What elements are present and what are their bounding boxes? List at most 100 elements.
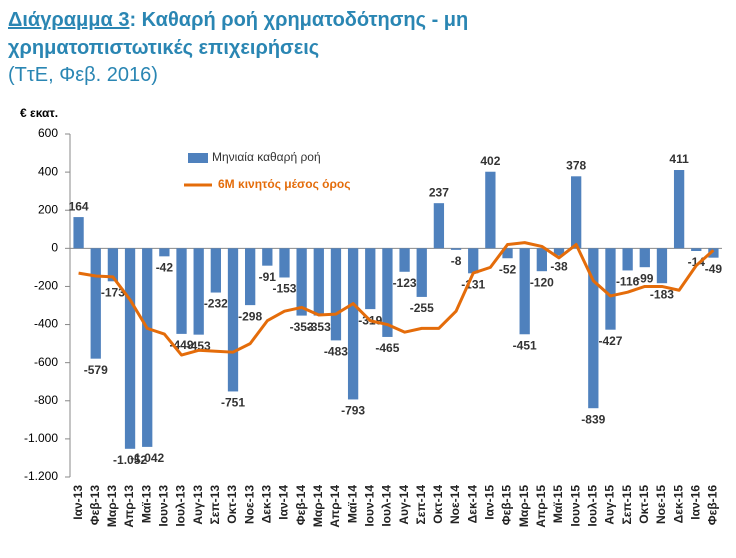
bar [399,248,410,272]
bar [450,248,462,250]
data-label: -42 [156,261,174,275]
data-label: -1.052 [113,453,147,467]
bar [656,248,668,284]
subtitle: (ΤτΕ, Φεβ. 2016) [8,64,158,86]
x-tick-label: Σεπ-14 [414,485,428,525]
data-label: 237 [429,185,449,199]
y-tick-label: 400 [38,164,58,178]
data-label: -483 [324,345,348,359]
x-tick-label: Ιαν-13 [71,485,85,520]
x-tick-label: Νοε-15 [654,485,668,524]
x-tick-label: Νοε-13 [242,485,256,524]
data-label: -52 [499,262,517,276]
bar [124,248,136,449]
bar [502,248,513,259]
data-label: -451 [513,338,537,352]
bar [622,248,633,271]
bar [708,248,719,258]
x-tick-label: Ιαν-14 [277,485,291,520]
bar [330,248,342,341]
bar [382,248,393,337]
y-tick-label: -1.200 [24,469,58,483]
x-tick-label: Μαρ-14 [311,485,325,527]
x-tick-label: Δεκ-14 [465,485,479,524]
line [78,241,715,357]
data-label: -91 [259,270,277,284]
x-tick-label: Αυγ-14 [397,485,411,525]
x-tick-label: Αυγ-13 [191,485,205,525]
x-tick-label: Μαρ-13 [105,485,119,527]
y-tick-label: -800 [34,393,58,407]
bar [227,248,239,392]
data-label: 411 [669,152,689,166]
x-tick-label: Φεβ-15 [500,485,514,526]
bar [107,248,119,282]
bar [176,248,187,334]
bar [245,248,256,306]
bar [553,248,565,256]
data-label: -298 [238,309,262,323]
data-label: 402 [480,154,500,168]
x-tick-label: Οκτ-15 [637,485,651,524]
bar [296,248,307,316]
bar [433,203,445,249]
x-tick-label: Ιουν-13 [157,485,171,527]
data-label: -465 [375,341,399,355]
y-tick-label: -400 [34,317,58,331]
data-label: -183 [650,287,674,301]
bar [313,248,324,316]
data-label: -153 [272,282,296,296]
y-tick-label: 0 [51,241,58,255]
data-label: -427 [598,334,622,348]
x-tick-label: Νοε-14 [448,485,462,524]
x-tick-label: Ιουν-14 [362,485,376,527]
bar [571,176,582,249]
x-tick-label: Δεκ-13 [259,485,273,524]
x-tick-label: Φεβ-16 [706,485,720,526]
data-label: -14 [688,255,706,269]
data-label: -99 [636,271,654,285]
data-label: -123 [393,276,417,290]
title-number: Διάγραμμα 3 [8,9,130,31]
title-text: : Καθαρή ροή χρηματοδότησης - μη χρηματο… [8,9,469,59]
data-label: -751 [221,396,245,410]
data-label: -116 [616,275,640,289]
data-label: -49 [705,262,723,276]
data-label: -579 [84,363,108,377]
title: Διάγραμμα 3: Καθαρή ροή χρηματοδότησης -… [8,6,548,62]
bar [605,248,616,330]
bar [279,248,290,278]
x-tick-label: Οκτ-13 [225,485,239,524]
x-tick-label: Οκτ-14 [431,485,445,524]
bar [691,248,702,252]
legend-label: Μηνιαία καθαρή ροή [212,150,321,164]
x-tick-label: Σεπ-15 [620,485,634,525]
bar [416,248,427,297]
bar [73,217,84,249]
legend-label: 6M κινητός μέσος όρος [218,177,351,191]
data-label: 378 [566,158,586,172]
bar [519,248,530,335]
x-tick-label: Ιουν-15 [568,485,582,527]
x-tick-label: Ιαν-16 [688,485,702,520]
bar [588,248,599,409]
x-tick-label: Αυγ-15 [603,485,617,525]
x-tick-label: Ιουλ-14 [380,485,394,527]
bar [142,248,153,447]
data-label: -353 [307,320,331,334]
data-label: 164 [69,199,89,213]
x-tick-label: Ιουλ-15 [585,485,599,527]
y-tick-label: -200 [34,279,58,293]
x-tick-label: Φεβ-13 [88,485,102,526]
legend-swatch [188,153,208,163]
x-tick-label: Ιουλ-13 [174,485,188,527]
y-tick-label: -1.000 [24,431,58,445]
data-label: -793 [341,404,365,418]
x-tick-label: Σεπ-13 [208,485,222,525]
bar [365,248,376,310]
bar [673,170,685,249]
x-tick-label: Απρ-14 [328,485,342,528]
data-label: -232 [204,297,228,311]
